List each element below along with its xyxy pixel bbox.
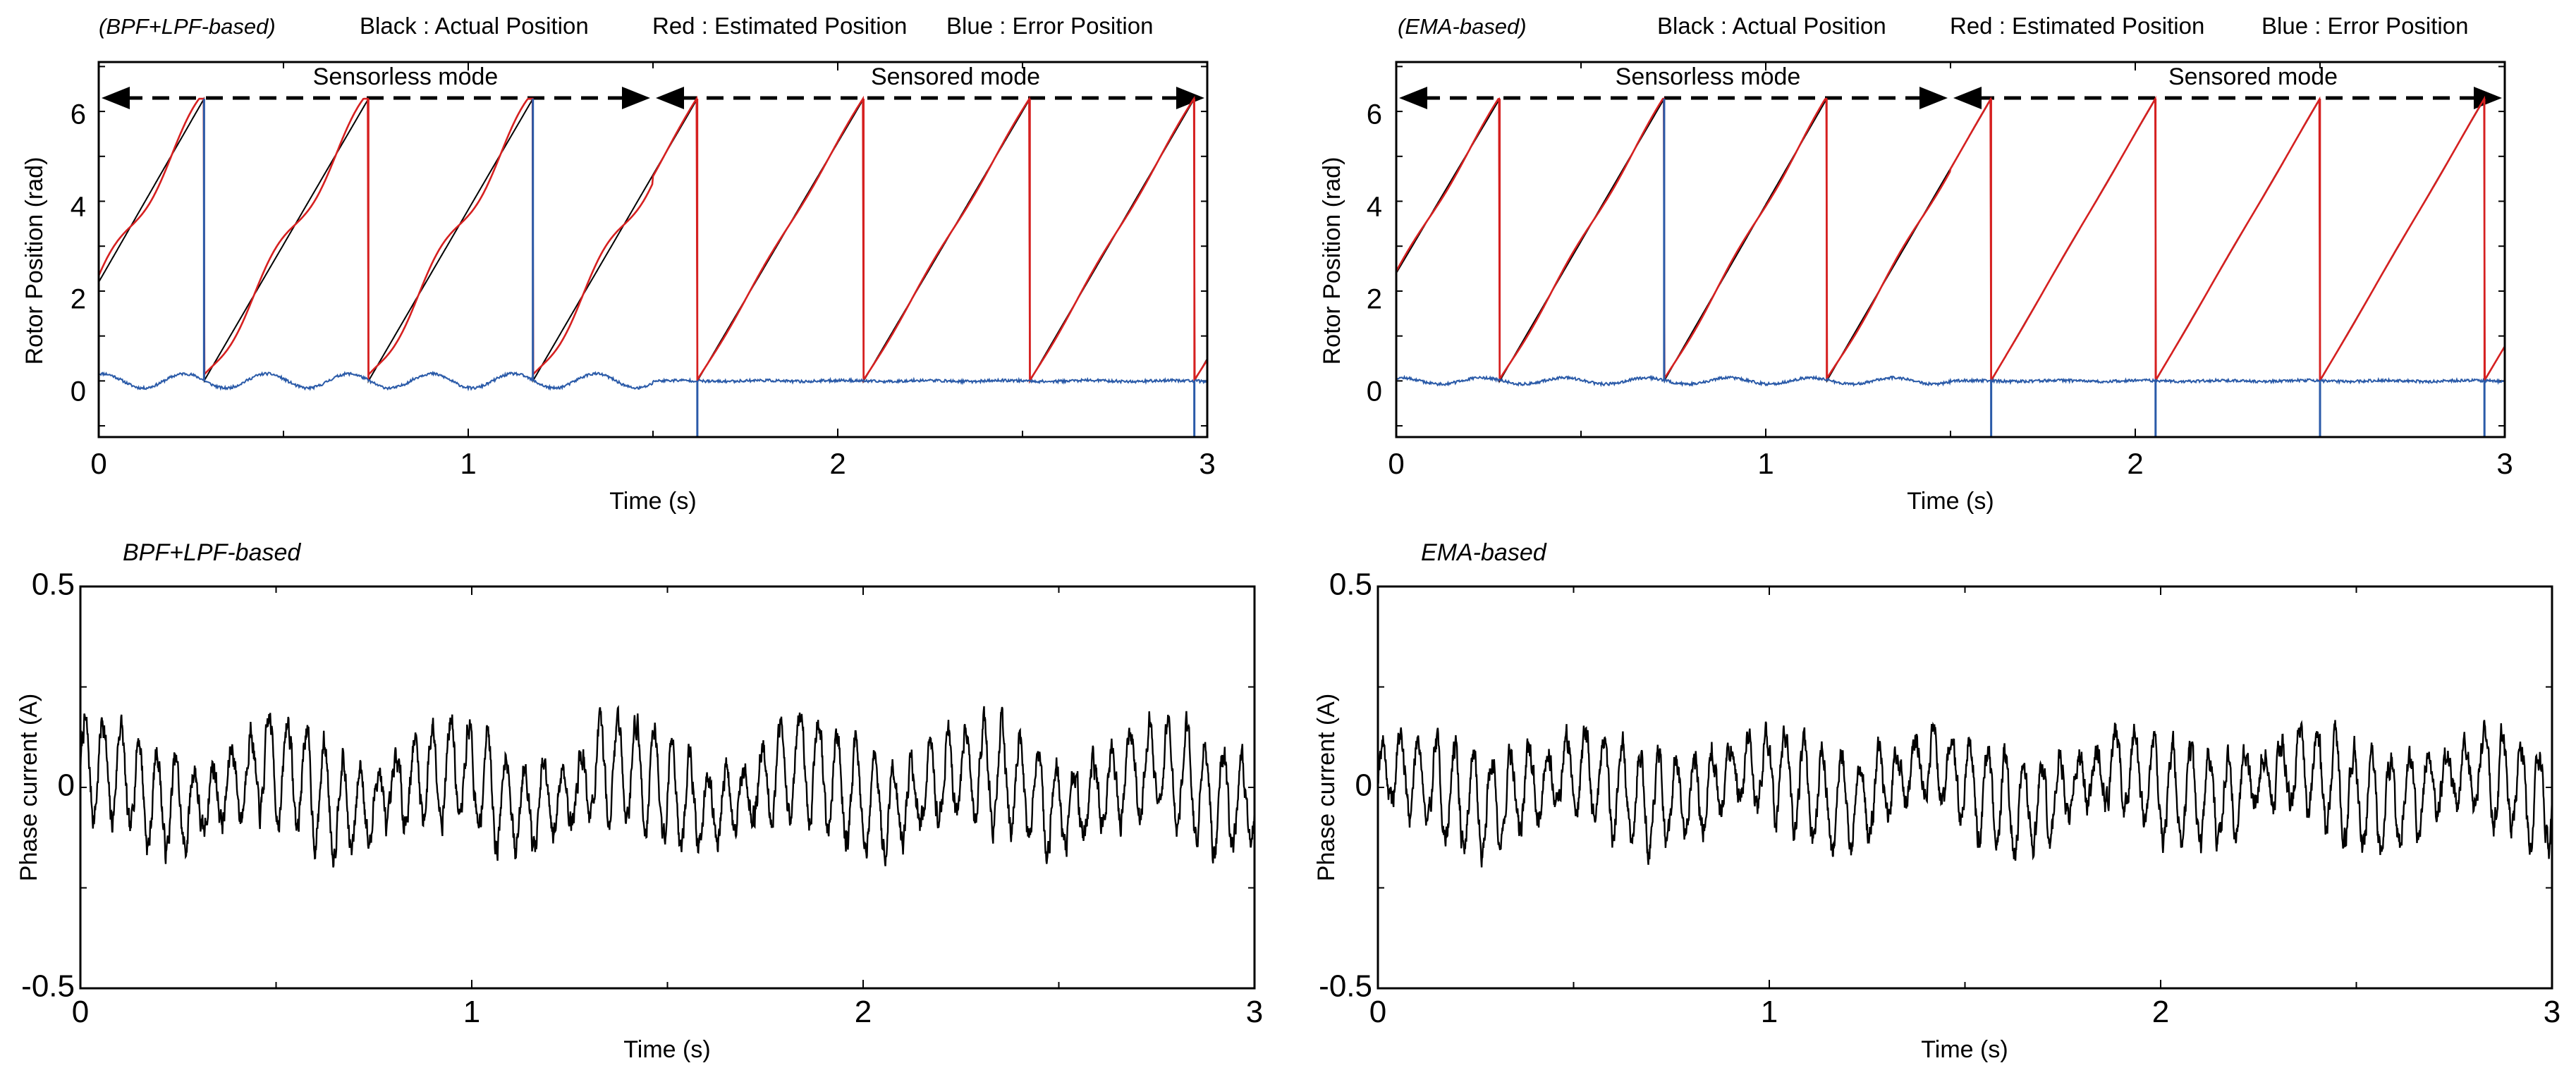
mode-arrowhead-left bbox=[1953, 86, 1982, 109]
y-axis-title: Rotor Position (rad) bbox=[21, 157, 48, 365]
x-tick-label: 1 bbox=[1757, 447, 1774, 480]
y-tick-label: 4 bbox=[71, 192, 86, 223]
series-phase-current-line bbox=[1376, 720, 2553, 868]
y-tick-label: -0.5 bbox=[21, 969, 75, 1004]
x-tick-label: 0 bbox=[72, 995, 89, 1029]
series-lines bbox=[79, 705, 1256, 868]
x-axis-title: Time (s) bbox=[1907, 488, 1994, 515]
y-tick-label: 0 bbox=[1355, 768, 1372, 803]
y-tick-label: 6 bbox=[1367, 99, 1382, 130]
panel-label: (EMA-based) bbox=[1398, 14, 1527, 39]
panel-label: (BPF+LPF-based) bbox=[99, 14, 276, 39]
series-lines bbox=[97, 95, 1209, 437]
plot-frame bbox=[79, 585, 1256, 990]
series-error-line bbox=[1396, 374, 2505, 388]
series-lines bbox=[1376, 720, 2553, 868]
x-tick-label: 2 bbox=[2152, 995, 2169, 1029]
y-ticks: -0.5 0 0.5 bbox=[1319, 567, 1372, 1004]
mode-arrowhead-left bbox=[102, 86, 130, 109]
mode-label-sensored: Sensored mode bbox=[871, 63, 1040, 90]
x-tick-label: 2 bbox=[829, 447, 846, 480]
panel-label: EMA-based bbox=[1421, 539, 1547, 566]
y-tick-label: 0.5 bbox=[32, 567, 75, 602]
series-actual-line bbox=[1396, 97, 2505, 384]
x-tick-label: 2 bbox=[2127, 447, 2143, 480]
mode-label-sensorless: Sensorless mode bbox=[1616, 63, 1801, 90]
x-ticks: 0 1 2 3 bbox=[72, 995, 1263, 1029]
mode-label-sensorless: Sensorless mode bbox=[313, 63, 499, 90]
x-tick-label: 2 bbox=[855, 995, 872, 1029]
x-tick-label: 3 bbox=[2496, 447, 2513, 480]
mode-arrowhead-left bbox=[1399, 86, 1427, 109]
y-ticks: 0 2 4 6 bbox=[71, 99, 86, 407]
y-tick-label: 2 bbox=[71, 284, 86, 315]
plot-area bbox=[1395, 61, 2506, 438]
series-estimated-line bbox=[97, 95, 1209, 384]
panel-phase-current-ema: EMA-based -0.5 0 0.5 0 1 2 3 Time (s) Ph… bbox=[1313, 539, 2560, 1063]
legend-actual: Black : Actual Position bbox=[1657, 13, 1886, 39]
series-actual-line bbox=[98, 97, 1208, 384]
y-tick-label: 0 bbox=[71, 376, 86, 407]
plot-frame bbox=[1376, 585, 2553, 990]
mode-arrowhead-right bbox=[1176, 86, 1204, 109]
y-tick-label: 6 bbox=[71, 99, 86, 130]
y-tick-label: -0.5 bbox=[1319, 969, 1372, 1004]
x-tick-label: 1 bbox=[463, 995, 480, 1029]
panel-phase-current-bpf: BPF+LPF-based -0.5 0 0.5 0 1 2 3 Time (s… bbox=[16, 539, 1263, 1063]
x-axis-title: Time (s) bbox=[623, 1036, 710, 1063]
x-ticks: 0 1 2 3 bbox=[90, 447, 1215, 480]
y-ticks: 0 2 4 6 bbox=[1367, 99, 1382, 407]
plot-frame bbox=[97, 61, 1209, 438]
mode-arrowhead-right bbox=[622, 86, 650, 109]
legend-actual: Black : Actual Position bbox=[360, 13, 589, 39]
y-ticks: -0.5 0 0.5 bbox=[21, 567, 75, 1004]
series-lines bbox=[1395, 95, 2506, 437]
y-tick-label: 0.5 bbox=[1329, 567, 1372, 602]
series-error-line bbox=[98, 370, 1208, 392]
x-tick-label: 1 bbox=[1761, 995, 1778, 1029]
x-axis-title: Time (s) bbox=[1921, 1036, 2008, 1063]
x-axis-title: Time (s) bbox=[609, 488, 696, 515]
legend-estimated: Red : Estimated Position bbox=[1950, 13, 2204, 39]
x-tick-label: 3 bbox=[2544, 995, 2560, 1029]
plot-area bbox=[79, 585, 1256, 990]
mode-arrowhead-left bbox=[656, 86, 684, 109]
y-axis-title: Rotor Position (rad) bbox=[1319, 157, 1345, 365]
x-tick-label: 0 bbox=[1388, 447, 1404, 480]
y-tick-label: 4 bbox=[1367, 192, 1382, 223]
series-phase-current-line bbox=[79, 705, 1256, 868]
y-tick-label: 2 bbox=[1367, 284, 1382, 315]
panel-label: BPF+LPF-based bbox=[123, 539, 301, 566]
x-ticks: 0 1 2 3 bbox=[1388, 447, 2513, 480]
x-ticks: 0 1 2 3 bbox=[1369, 995, 2560, 1029]
legend-error: Blue : Error Position bbox=[2261, 13, 2468, 39]
plot-area bbox=[1376, 585, 2553, 990]
x-tick-label: 3 bbox=[1246, 995, 1263, 1029]
plot-area bbox=[97, 61, 1209, 438]
y-tick-label: 0 bbox=[1367, 376, 1382, 407]
x-tick-label: 1 bbox=[460, 447, 476, 480]
series-estimated-line bbox=[1395, 95, 2506, 384]
mode-arrows bbox=[102, 86, 1204, 109]
mode-label-sensored: Sensored mode bbox=[2168, 63, 2338, 90]
x-tick-label: 3 bbox=[1199, 447, 1215, 480]
legend-error: Blue : Error Position bbox=[946, 13, 1153, 39]
y-axis-title: Phase current (A) bbox=[16, 694, 42, 881]
plot-frame bbox=[1395, 61, 2506, 438]
axis-ticks bbox=[98, 62, 1208, 437]
panel-rotor-position-ema: (EMA-based) Black : Actual Position Red … bbox=[1319, 13, 2513, 515]
x-tick-label: 0 bbox=[1369, 995, 1386, 1029]
x-tick-label: 0 bbox=[90, 447, 106, 480]
y-axis-title: Phase current (A) bbox=[1313, 694, 1340, 881]
panel-rotor-position-bpf: (BPF+LPF-based) Black : Actual Position … bbox=[21, 13, 1216, 515]
mode-arrowhead-right bbox=[1919, 86, 1948, 109]
y-tick-label: 0 bbox=[58, 768, 75, 803]
mode-arrowhead-right bbox=[2474, 86, 2502, 109]
legend-estimated: Red : Estimated Position bbox=[652, 13, 907, 39]
